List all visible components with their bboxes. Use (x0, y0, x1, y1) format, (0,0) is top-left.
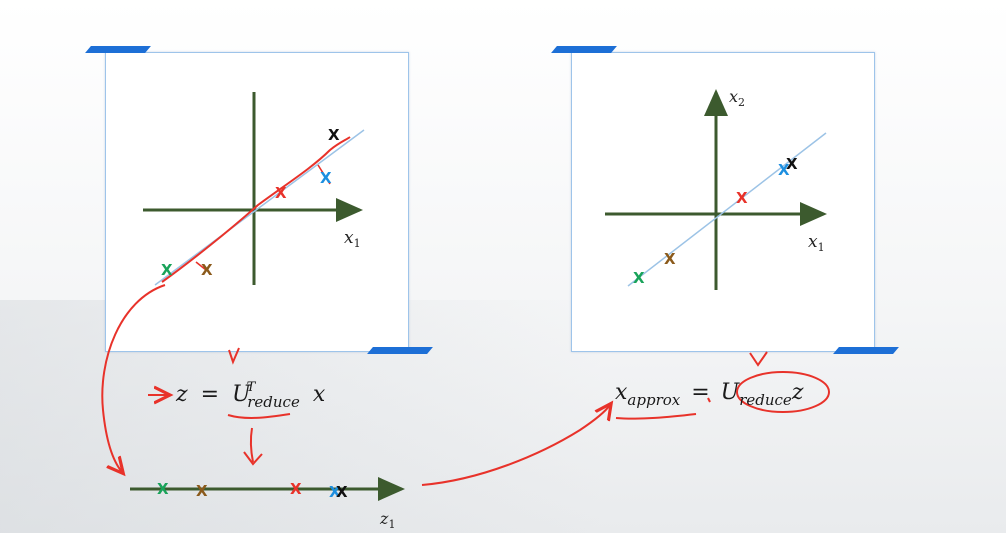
eq-right-U: U (720, 380, 740, 405)
u-reduce-circle (736, 371, 830, 413)
eq-right-subscript: approx (627, 391, 681, 409)
equation-right: xapprox = Ureducez (615, 380, 803, 409)
right-point-green: X (633, 269, 645, 287)
z1-axis-label: z1 (379, 509, 395, 531)
eq-left-U: U (232, 382, 251, 407)
right-point-red: X (736, 189, 748, 207)
eq-left-x: x (312, 382, 326, 407)
right-check-mark (749, 351, 768, 367)
z1-point-green: X (157, 480, 169, 498)
right-point-brown: X (664, 250, 676, 268)
right-x-axis-label: x1 (808, 232, 825, 254)
left-projection-tick-2 (195, 261, 207, 271)
left-annotation-trace (161, 136, 351, 283)
equation-left: z = UTreduce x (176, 380, 325, 411)
hand-annotations (101, 284, 830, 486)
left-point-black: X (328, 126, 340, 144)
eq-left-z: z (176, 382, 188, 407)
right-y-axis-label: x2 (729, 87, 745, 109)
left-principal-component-line (154, 129, 365, 286)
left-point-red: X (275, 184, 287, 202)
left-projection-tick (317, 164, 331, 185)
dot-mark (707, 397, 711, 403)
left-plot: x1 X X X X X (143, 92, 365, 286)
projection-1d: z1 X X X X X (130, 477, 405, 531)
z1-point-brown: X (196, 482, 208, 500)
left-point-green: X (161, 261, 173, 279)
right-principal-component-line (627, 132, 827, 287)
eq-left-subscript: reduce (247, 393, 300, 411)
eq-left-equals: = (200, 382, 220, 407)
down-arrow-shaft (249, 427, 254, 463)
left-point-brown: X (201, 261, 213, 279)
eq-right-z: z (791, 380, 804, 405)
right-plot: x2 x1 X X X X X (605, 87, 827, 290)
curve-arrow-to-approx (421, 405, 610, 486)
left-point-blue: X (320, 169, 332, 187)
z1-point-red: X (290, 480, 302, 498)
eq-right-equals: = (691, 380, 710, 405)
u-reduce-underline (227, 413, 291, 419)
eq-right-x: x (615, 380, 628, 405)
right-point-blue: X (778, 161, 790, 179)
left-x-axis-label: x1 (344, 228, 361, 250)
z1-point-blue: X (329, 483, 341, 501)
right-point-black: X (786, 155, 798, 173)
left-check-mark (228, 347, 240, 365)
curve-arrow-to-z1 (101, 284, 166, 472)
z1-point-black: X (336, 483, 348, 501)
x-approx-underline (615, 413, 697, 420)
down-arrow-head (243, 451, 263, 466)
eq-right-U-subscript: reduce (739, 391, 792, 409)
eq-left-superscript: T (246, 380, 256, 395)
